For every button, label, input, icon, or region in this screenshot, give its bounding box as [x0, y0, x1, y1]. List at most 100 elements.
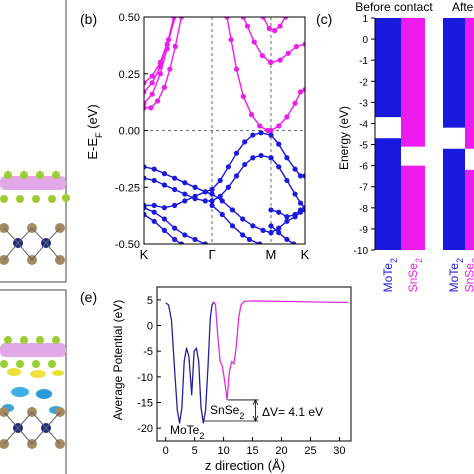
snse2-band-point [149, 73, 155, 79]
snse2-band-point [240, 17, 246, 20]
mote2-band-point [192, 193, 198, 199]
mote2-band-point [276, 141, 282, 147]
snse2-layer-top [0, 171, 70, 203]
mote2-band-point [258, 152, 264, 159]
snse2-band-point [266, 25, 272, 31]
snse2-band-point [282, 17, 289, 20]
potential-xtick-label: 15 [246, 445, 258, 457]
mote2-band-point [242, 139, 248, 145]
alignment-ytick-label: -1 [359, 56, 368, 67]
snse2-band-line [270, 88, 305, 132]
header-after-contact: Afte [452, 0, 474, 14]
mote2-band-point [217, 193, 223, 199]
mote2-band-point [225, 184, 231, 190]
potential-xtick-label: 20 [275, 445, 287, 457]
snse2-band-point [268, 127, 274, 134]
snse2-band-point [293, 43, 300, 50]
mote2-band-point [292, 166, 298, 172]
snse2-band-point [149, 80, 155, 86]
snse2-valence-bar [401, 165, 425, 250]
mote2-band-point [209, 191, 215, 197]
band-ytick-label: 0.00 [119, 126, 140, 138]
mote2-band-point [151, 209, 157, 215]
snse2-band-point [161, 84, 168, 90]
mote2-band-point [161, 227, 168, 233]
snse2-conduction-bar [465, 18, 474, 149]
mote2-layer-bottom [0, 407, 65, 449]
snse2-bar-label-text: SnSe [406, 263, 420, 293]
snse2-band-point [302, 87, 305, 93]
charge-density-isosurfaces [2, 368, 64, 414]
mote2-band-point [257, 241, 263, 244]
snse2-band-point [144, 105, 147, 111]
alignment-ytick-label: -5 [359, 141, 368, 152]
snse2-band-point [276, 123, 282, 129]
snse2-band-point [259, 52, 266, 59]
delta-v-label: ΔV= 4.1 eV [262, 405, 323, 419]
mote2-band-point [276, 225, 282, 231]
mote2-band-point [284, 214, 290, 220]
snse2-band-point [148, 105, 154, 111]
snse2-band-point [244, 23, 251, 29]
delta-v-arrowhead-bottom [252, 415, 259, 422]
snse2-band-point [171, 17, 177, 20]
snse2-band-point [144, 100, 147, 106]
potential-xtick-label: 25 [304, 445, 316, 457]
mote2-band-point [284, 218, 290, 224]
snse2-band-point [228, 37, 234, 43]
snse2-band-point [233, 66, 240, 72]
mote2-band-point [192, 184, 198, 190]
band-structure-plot-area [144, 10, 305, 244]
mote2-valence-bar [443, 148, 465, 250]
mote2-band-point [225, 164, 231, 170]
snse2-band-point [157, 64, 163, 70]
potential-y-ticks: 5 0 -5 -10 -15 -20 [137, 295, 161, 435]
snse2-band-point [277, 57, 283, 63]
alignment-ytick-label: 1 [362, 14, 368, 25]
mote2-band-point [161, 182, 168, 188]
mote2-band-point [182, 198, 188, 204]
mote2-band-point [233, 150, 240, 156]
potential-ytick-label: -15 [137, 398, 153, 410]
snse2-band-point [164, 41, 170, 47]
snse2-band-point [292, 100, 298, 106]
delta-v-arrowhead-top [252, 399, 259, 406]
mote2-band-point [268, 207, 274, 213]
mote2-band-point [268, 230, 274, 236]
mote2-band-point [182, 191, 188, 197]
mote2-band-point [268, 223, 274, 229]
mote2-band-point [172, 175, 178, 181]
snse2-band-point [174, 10, 179, 15]
mote2-conduction-bar [443, 18, 465, 128]
snse2-band-point [257, 123, 263, 129]
svg-text:E-EF (eV): E-EF (eV) [85, 104, 104, 159]
snse2-layer-bottom [0, 336, 66, 368]
snse2-bar-label-subscript: 2 [471, 258, 474, 263]
snse2-band-line [144, 17, 175, 104]
mote2-band-point [182, 180, 188, 186]
mote2-band-point [240, 232, 246, 238]
mote2-band-point [229, 223, 236, 229]
snse2-potential-label: SnSe2 [210, 403, 244, 421]
mote2-band-point [250, 132, 256, 138]
mote2-layer-top [0, 223, 65, 265]
mote2-band-point [202, 189, 208, 195]
alignment-ytick-label: -10 [354, 246, 369, 257]
mote2-band-point [250, 155, 256, 161]
mote2-band-point [182, 232, 188, 238]
potential-panel: (e) Average Potential (eV) z direction (… [80, 286, 352, 473]
potential-x-ticks: 0 5 10 15 20 25 30 [163, 437, 346, 457]
band-alignment-panel: (c) Before contact Afte Energy (eV) 1 0 -1… [316, 0, 474, 292]
mote2-band-point [178, 241, 185, 244]
mote2-band-point [260, 227, 266, 233]
snse2-band-point [167, 66, 173, 72]
potential-ytick-label: -20 [137, 423, 153, 435]
alignment-ytick-label: -6 [359, 162, 368, 173]
band-ytick-label: -0.25 [115, 182, 140, 194]
snse2-bar-label: SnSe2 [406, 258, 424, 292]
mote2-band-point [302, 173, 305, 179]
snse2-bar-label-text: SnSe [463, 263, 474, 293]
mote2-bar-label: MoTe2 [381, 258, 399, 292]
mote2-conduction-bar [375, 18, 401, 118]
